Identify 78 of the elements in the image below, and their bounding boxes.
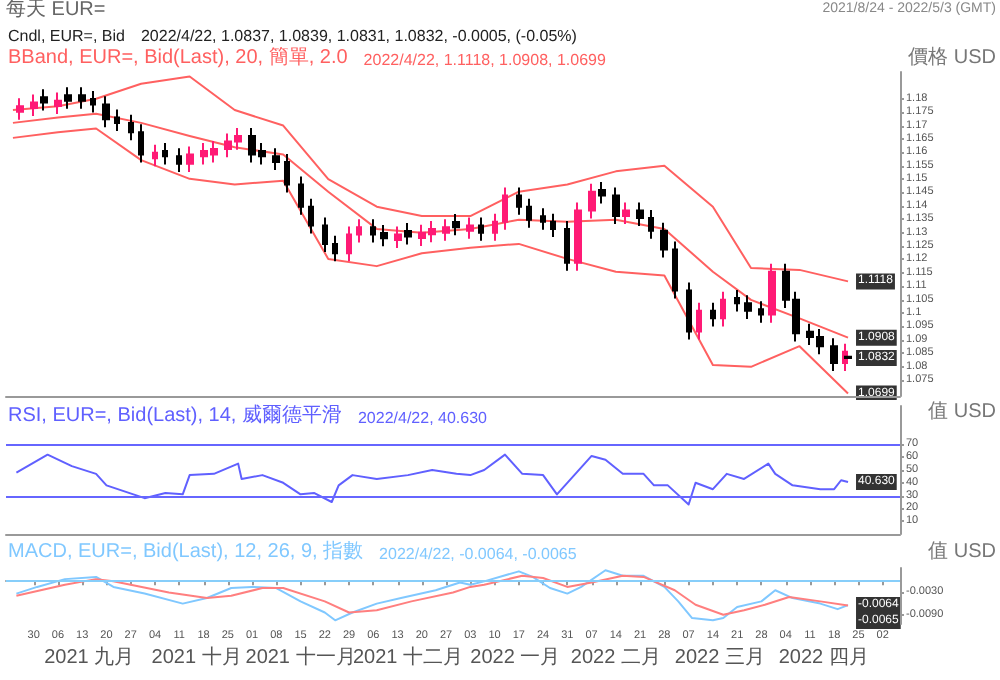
line-series — [11, 112, 850, 339]
candlestick — [394, 225, 402, 249]
candlestick — [380, 223, 388, 248]
candlestick — [492, 212, 498, 242]
chart-title: Cndl, EUR=, Bid — [8, 27, 125, 45]
candlestick — [162, 141, 168, 166]
x2-tick-label: 2021 十二月 — [352, 645, 463, 669]
candlestick — [78, 86, 86, 110]
candlestick — [526, 197, 532, 229]
candlestick — [356, 218, 362, 244]
x2-tick-label: 2022 三月 — [674, 647, 765, 669]
candlestick — [64, 86, 72, 110]
candlestick — [744, 294, 752, 320]
candlestick — [516, 186, 522, 216]
candlestick — [672, 240, 678, 300]
text: 2022/4/22, 1.1118, 1.0908, 1.0699 — [363, 51, 607, 69]
y-axis-title: 價格 USD — [908, 45, 997, 69]
chart-subtitle: 2022/4/22, 1.0837, 1.0839, 1.0831, 1.0832, -0.0005, (-0.05%) — [140, 27, 578, 45]
candlestick — [272, 147, 280, 171]
candlestick — [720, 290, 726, 328]
candlestick — [598, 181, 606, 205]
candlestick — [370, 218, 376, 244]
candlestick — [404, 222, 412, 246]
candlestick — [550, 212, 556, 238]
candlestick — [54, 91, 62, 116]
candlestick — [284, 152, 290, 194]
candlestick — [686, 281, 692, 341]
candlestick — [636, 201, 644, 227]
candlestick — [16, 97, 24, 121]
candlestick — [176, 147, 182, 173]
candlestick — [660, 221, 668, 259]
candlestick — [696, 301, 702, 341]
line-series — [11, 75, 850, 283]
candlestick — [758, 300, 764, 324]
candlestick — [768, 262, 776, 324]
y-axis-title: 值 USD — [928, 541, 997, 563]
x2-tick-label: 2022 一月 — [470, 647, 561, 669]
candlestick — [478, 216, 484, 242]
x2-tick-label: 2021 十一月 — [245, 645, 356, 669]
candlestick — [186, 145, 194, 173]
x2-tick-label: 2021 九月 — [44, 645, 135, 669]
candlestick — [442, 218, 450, 242]
candlestick — [648, 208, 654, 240]
line-series — [11, 127, 850, 395]
candlestick — [452, 212, 460, 237]
candlestick — [564, 219, 570, 272]
candlestick — [40, 88, 48, 112]
candlestick — [346, 225, 352, 263]
chart-subtitle: 2022/4/22, -0.0064, -0.0065 — [379, 545, 578, 563]
chart-title: MACD, EUR=, Bid(Last), 12, 26, 9, 指數 — [8, 539, 364, 563]
candlestick — [90, 90, 96, 114]
chart-subtitle: 2022/4/22, 40.630 — [357, 409, 489, 427]
candlestick — [128, 113, 134, 142]
candlestick — [152, 143, 158, 168]
candlestick — [622, 201, 630, 226]
candlestick — [322, 216, 328, 253]
candlestick — [540, 207, 546, 231]
x2-tick-label: 2022 四月 — [778, 647, 869, 669]
x2-tick-label: 2021 十月 — [151, 645, 242, 669]
candlestick — [830, 337, 838, 373]
candlestick — [308, 197, 314, 235]
candlestick — [588, 182, 596, 220]
candlestick — [298, 175, 304, 216]
candlestick — [734, 288, 740, 313]
candlestick — [574, 201, 582, 272]
candlestick — [30, 93, 38, 117]
candlestick — [114, 108, 120, 132]
candlestick — [612, 186, 620, 226]
chart-title: RSI, EUR=, Bid(Last), 14, 威爾德平滑 — [8, 403, 342, 427]
candlestick — [332, 234, 338, 263]
candlestick — [710, 301, 716, 328]
text: BBand, EUR=, Bid(Last), 20, 簡單, 2.0 — [8, 45, 349, 69]
candlestick — [102, 95, 110, 129]
y-axis-title: 值 USD — [928, 401, 997, 423]
candlestick — [138, 123, 144, 164]
candlestick — [502, 186, 508, 231]
x2-tick-label: 2022 二月 — [570, 647, 661, 669]
candlestick — [466, 216, 474, 240]
